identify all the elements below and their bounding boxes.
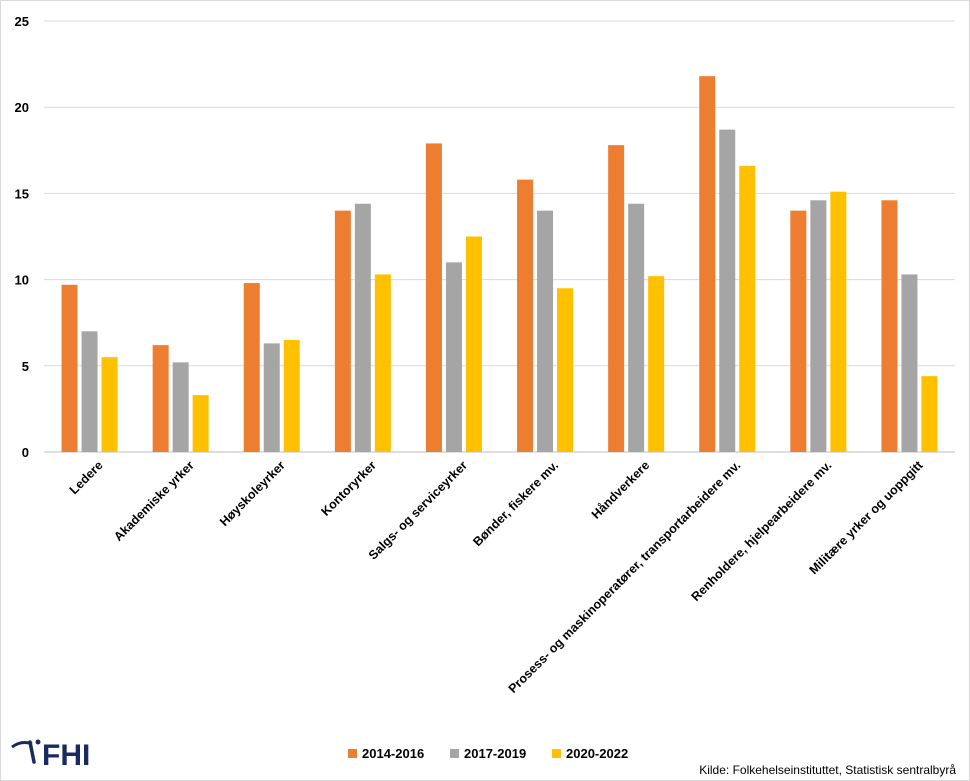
- bar: [445, 262, 462, 452]
- y-axis-ticks: 0 5 10 15 20 25: [15, 14, 29, 460]
- legend-swatch: [348, 749, 357, 758]
- bar: [517, 179, 534, 452]
- bars: [61, 76, 938, 453]
- y-tick-label: 20: [15, 100, 29, 115]
- bar: [152, 345, 169, 452]
- bar: [334, 210, 351, 452]
- x-tick-label: Akademiske yrker: [111, 458, 197, 544]
- bar: [699, 76, 716, 452]
- bar: [739, 165, 756, 453]
- x-tick-label: Håndverkere: [589, 458, 652, 521]
- y-tick-label: 5: [22, 359, 29, 374]
- x-tick-label: Høyskoleyrker: [217, 458, 288, 529]
- bar: [881, 200, 898, 452]
- bar: [465, 236, 482, 452]
- bar: [243, 283, 260, 452]
- legend-swatch: [552, 749, 561, 758]
- bar: [921, 376, 938, 452]
- legend: 2014-2016 2017-2019 2020-2022: [348, 746, 628, 761]
- legend-label: 2014-2016: [362, 746, 424, 761]
- bar: [354, 203, 371, 452]
- x-tick-label: Salgs- og serviceyrker: [366, 458, 470, 562]
- bar: [537, 210, 554, 452]
- y-tick-label: 15: [15, 186, 29, 201]
- fhi-logo: FHI: [11, 739, 90, 772]
- bar: [374, 274, 391, 452]
- bar: [192, 395, 209, 452]
- bar: [283, 339, 300, 452]
- bar: [628, 203, 645, 452]
- legend-swatch: [450, 749, 459, 758]
- bar: [901, 274, 918, 452]
- bar: [101, 357, 118, 452]
- bar: [557, 288, 574, 452]
- bar: [81, 331, 98, 452]
- x-tick-label: Kontoryrker: [318, 458, 379, 519]
- y-tick-label: 10: [15, 273, 29, 288]
- bar: [790, 210, 807, 452]
- source-note: Kilde: Folkehelseinstituttet, Statistisk…: [699, 763, 956, 777]
- fhi-logo-text: FHI: [42, 739, 90, 772]
- bar: [810, 200, 827, 452]
- bar: [830, 191, 847, 452]
- legend-label: 2017-2019: [464, 746, 526, 761]
- bar: [172, 362, 189, 452]
- bar: [608, 145, 625, 453]
- bar: [263, 343, 280, 452]
- x-tick-label: Bønder, fiskere mv.: [470, 458, 561, 549]
- fhi-logo-icon: [11, 739, 41, 764]
- bar: [648, 276, 665, 452]
- bar: [719, 129, 736, 452]
- x-axis-labels: Ledere Akademiske yrker Høyskoleyrker Konto…: [67, 458, 926, 696]
- legend-label: 2020-2022: [566, 746, 628, 761]
- bar: [61, 284, 78, 452]
- x-tick-label: Ledere: [67, 458, 106, 497]
- y-tick-label: 0: [22, 445, 29, 460]
- y-tick-label: 25: [15, 14, 29, 29]
- bar: [425, 143, 442, 453]
